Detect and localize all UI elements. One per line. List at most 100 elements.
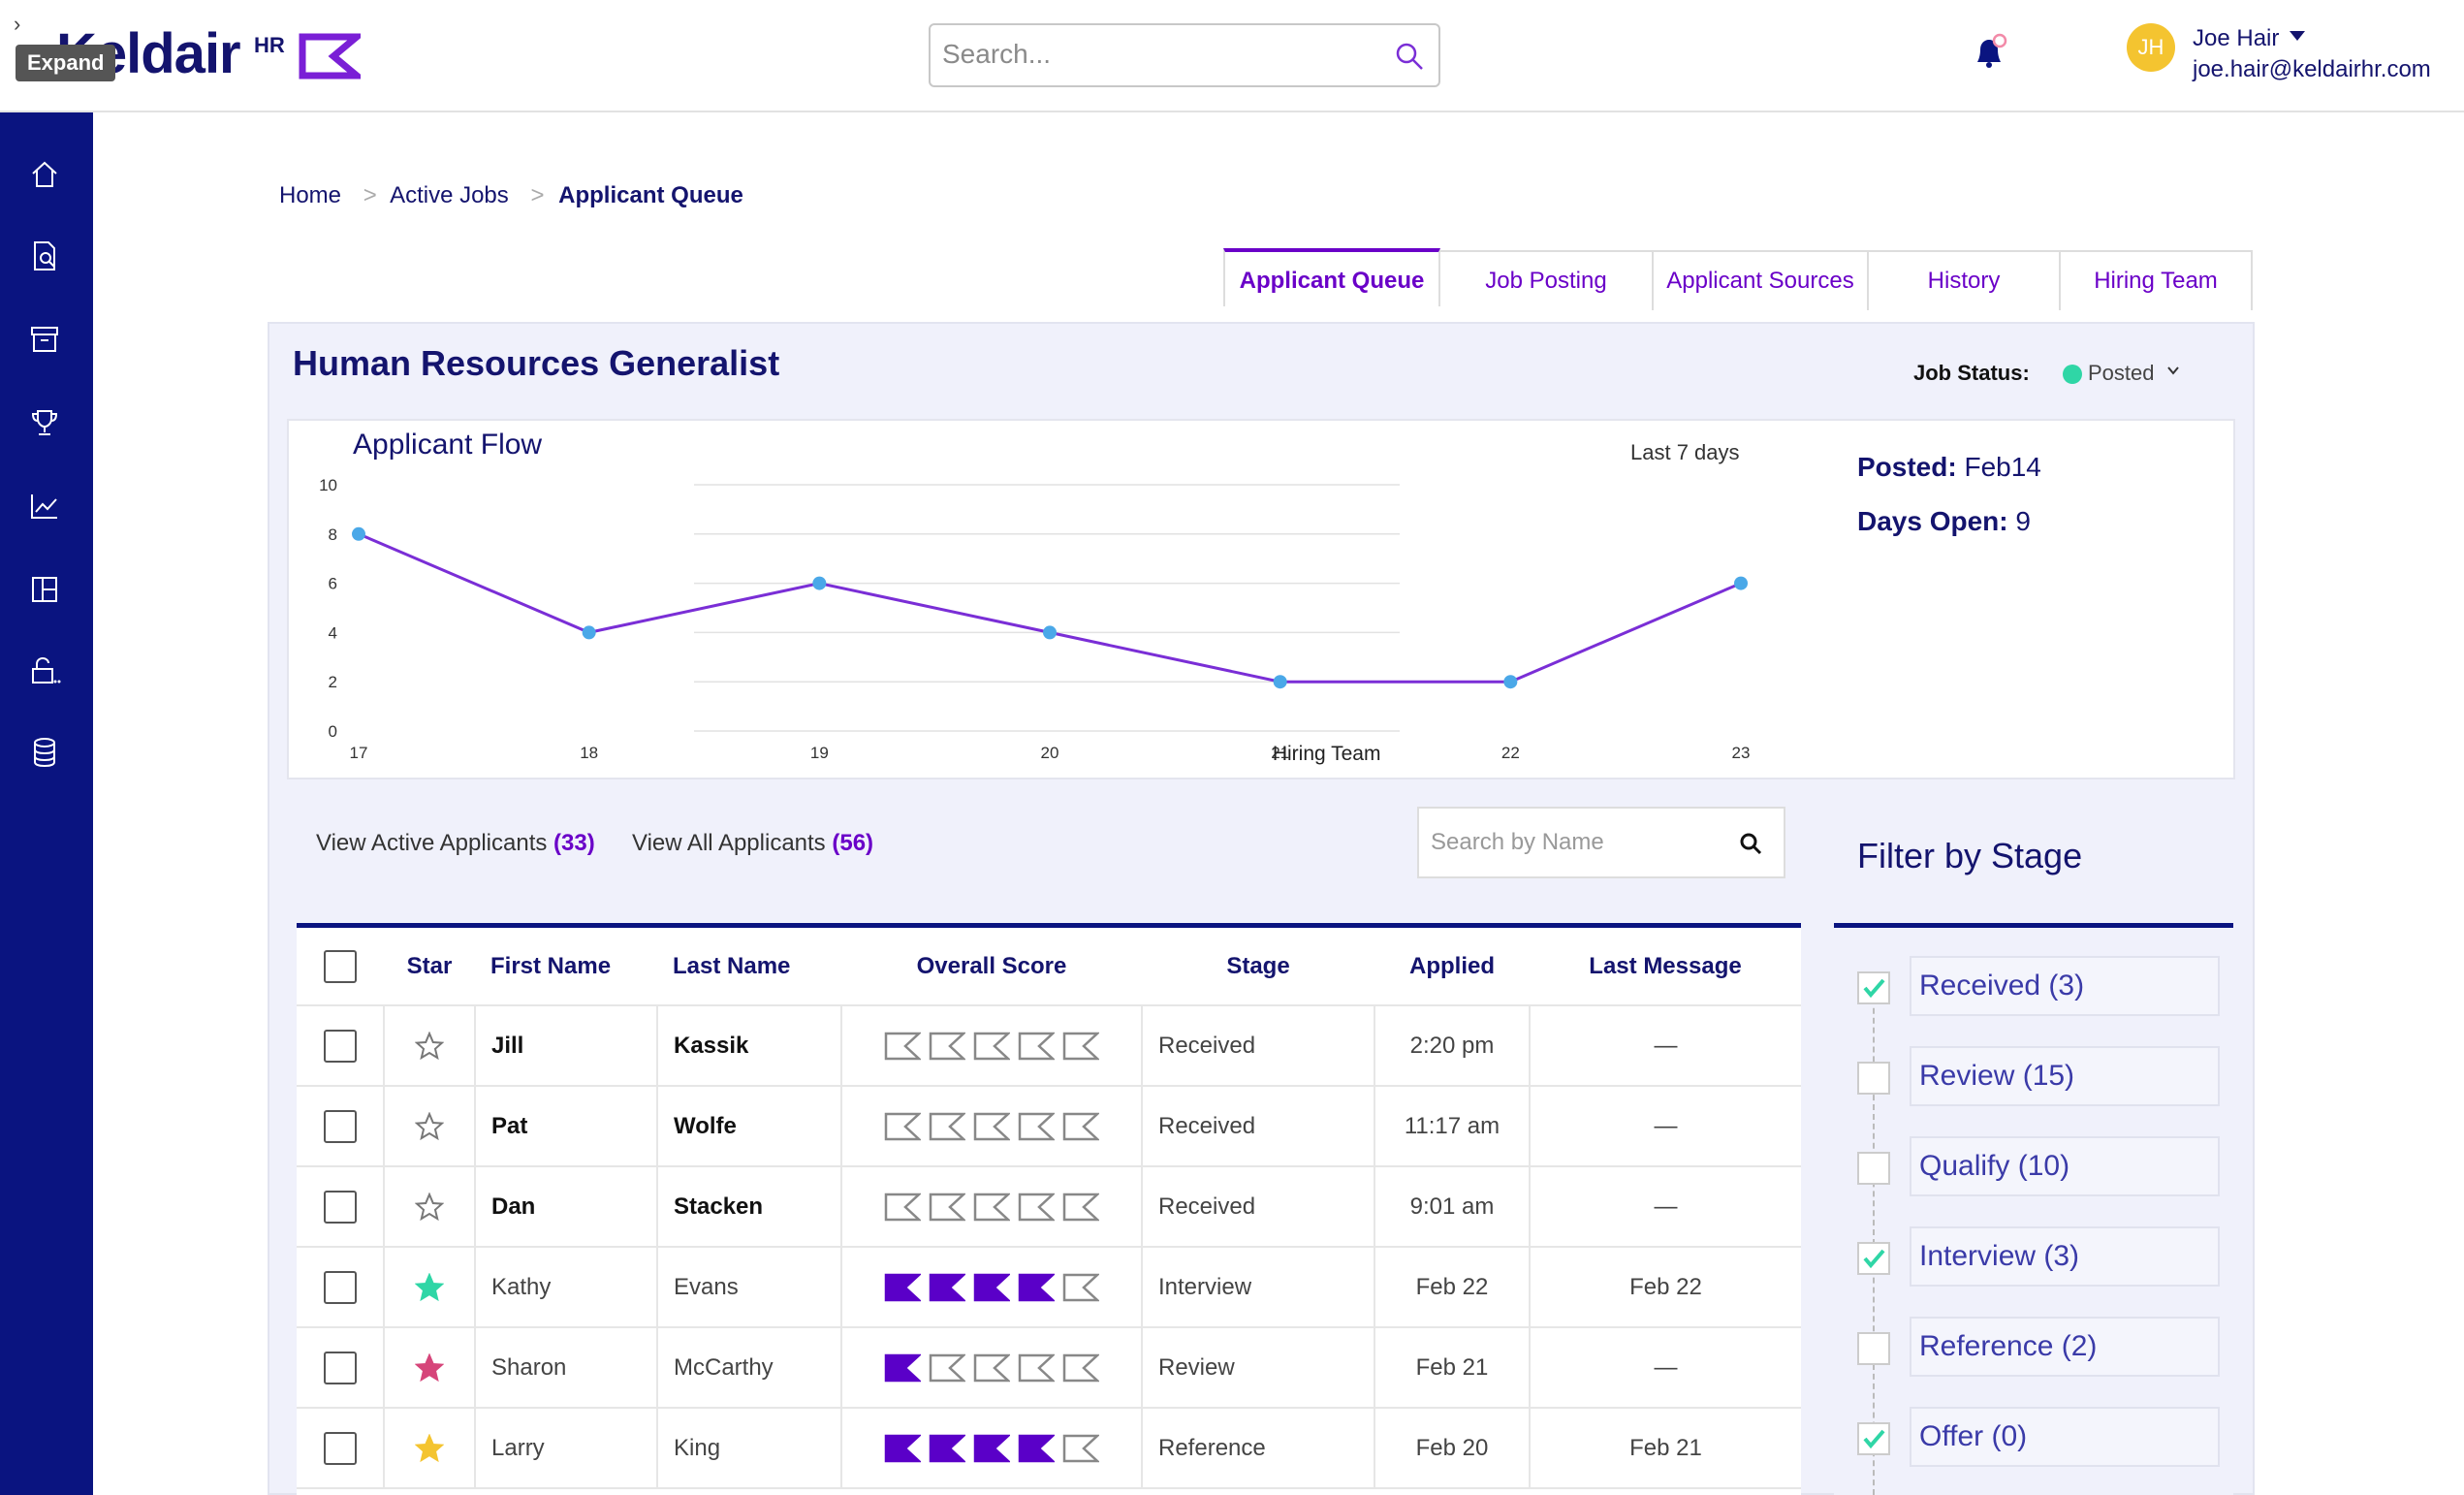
table-row[interactable]: Jill Kassik Received 2:20 pm — (297, 1005, 1801, 1087)
notification-bell-icon[interactable] (1970, 33, 2008, 72)
col-overall-score[interactable]: Overall Score (841, 928, 1142, 1006)
filter-stage-checkbox[interactable] (1857, 1242, 1890, 1275)
tab-applicant-sources[interactable]: Applicant Sources (1654, 252, 1869, 310)
filter-stage-label[interactable]: Received (3) (1910, 956, 2220, 1016)
filter-stage-item[interactable]: Review (15) (1857, 1046, 2220, 1106)
filter-stage-checkbox[interactable] (1857, 1152, 1890, 1185)
avatar[interactable]: JH (2127, 23, 2175, 72)
job-status-dropdown[interactable]: Posted (2088, 361, 2155, 385)
row-checkbox[interactable] (323, 1029, 357, 1063)
search-icon[interactable] (1394, 41, 1425, 72)
global-search[interactable] (929, 23, 1440, 87)
global-search-input[interactable] (931, 25, 1357, 83)
data-point[interactable] (1503, 675, 1518, 689)
star-icon[interactable] (414, 1352, 445, 1383)
data-point[interactable] (582, 625, 596, 640)
name-search-input[interactable] (1419, 809, 1710, 876)
data-point[interactable] (1734, 576, 1748, 590)
last-name-cell[interactable]: King (657, 1408, 842, 1489)
document-search-icon[interactable] (27, 239, 62, 273)
breadcrumb-home[interactable]: Home (279, 182, 342, 208)
first-name-cell[interactable]: Dan (475, 1166, 658, 1248)
table-row[interactable]: Sharon McCarthy Review Feb 21— (297, 1327, 1801, 1409)
filter-stage-label[interactable]: Interview (3) (1910, 1226, 2220, 1287)
filter-stage-item[interactable]: Received (3) (1857, 956, 2220, 1016)
user-name[interactable]: Joe Hair (2193, 25, 2280, 51)
last-name-cell[interactable]: Evans (657, 1247, 842, 1328)
filter-stage-label[interactable]: Offer (0) (1910, 1407, 2220, 1467)
col-star[interactable]: Star (384, 928, 475, 1006)
select-all-cell (297, 928, 384, 1006)
view-active-applicants-link[interactable]: View Active Applicants (33) (316, 830, 595, 857)
first-name-cell[interactable]: Jill (475, 1005, 658, 1087)
col-stage[interactable]: Stage (1142, 928, 1374, 1006)
col-last-message[interactable]: Last Message (1530, 928, 1801, 1006)
row-checkbox[interactable] (323, 1109, 357, 1143)
home-icon[interactable] (27, 157, 62, 192)
first-name-cell[interactable]: Sharon (475, 1327, 658, 1409)
table-row[interactable]: Dan Stacken Received 9:01 am — (297, 1166, 1801, 1248)
data-point[interactable] (812, 576, 827, 590)
tab-applicant-queue[interactable]: Applicant Queue (1223, 248, 1440, 306)
database-icon[interactable] (27, 735, 62, 770)
star-icon[interactable] (414, 1271, 445, 1302)
data-point[interactable] (1043, 625, 1057, 640)
filter-stage-label[interactable]: Qualify (10) (1910, 1136, 2220, 1196)
col-first-name[interactable]: First Name (475, 928, 657, 1006)
data-point[interactable] (1273, 675, 1287, 689)
trophy-icon[interactable] (27, 405, 62, 440)
applied-cell: Feb 21 (1374, 1327, 1531, 1409)
filter-stage-item[interactable]: Offer (0) (1857, 1407, 2220, 1467)
first-name-cell[interactable]: Kathy (475, 1247, 658, 1328)
filter-stage-label[interactable]: Reference (2) (1910, 1317, 2220, 1377)
table-row[interactable]: Larry King Reference Feb 20 Feb 21 (297, 1408, 1801, 1489)
last-name-cell[interactable]: Wolfe (657, 1086, 842, 1167)
tab-history[interactable]: History (1869, 252, 2061, 310)
row-checkbox[interactable] (323, 1270, 357, 1304)
tab-job-posting[interactable]: Job Posting (1440, 252, 1654, 310)
name-search[interactable] (1417, 807, 1785, 878)
breadcrumb-active-jobs[interactable]: Active Jobs (390, 182, 509, 208)
layout-grid-icon[interactable] (27, 572, 62, 607)
last-name-cell[interactable]: Kassik (657, 1005, 842, 1087)
last-name-cell[interactable]: Stacken (657, 1166, 842, 1248)
archive-icon[interactable] (27, 322, 62, 357)
last-name-cell[interactable]: McCarthy (657, 1327, 842, 1409)
star-icon[interactable] (414, 1030, 445, 1061)
filter-stage-item[interactable]: Qualify (10) (1857, 1136, 2220, 1196)
view-all-applicants-link[interactable]: View All Applicants (56) (632, 830, 873, 857)
applicants-table: Star First Name Last Name Overall Score … (297, 923, 1801, 1495)
star-icon[interactable] (414, 1191, 445, 1222)
star-icon[interactable] (414, 1110, 445, 1141)
first-name-cell[interactable]: Pat (475, 1086, 658, 1167)
star-icon[interactable] (414, 1432, 445, 1463)
x-tick-label: 18 (580, 744, 598, 762)
filter-stage-checkbox[interactable] (1857, 1422, 1890, 1455)
select-all-checkbox[interactable] (324, 949, 357, 983)
filter-stage-checkbox[interactable] (1857, 1332, 1890, 1365)
filter-stage-checkbox[interactable] (1857, 1062, 1890, 1095)
first-name-cell[interactable]: Larry (475, 1408, 658, 1489)
lock-open-icon[interactable] (27, 653, 62, 688)
filter-stage-item[interactable]: Reference (2) (1857, 1317, 2220, 1377)
data-point[interactable] (352, 526, 365, 541)
row-checkbox[interactable] (323, 1351, 357, 1384)
col-last-name[interactable]: Last Name (657, 928, 841, 1006)
expand-tooltip: Expand (16, 45, 116, 81)
table-row[interactable]: Kathy Evans Interview Feb 22 Feb 22 (297, 1247, 1801, 1328)
user-menu-caret-icon[interactable] (2290, 31, 2305, 41)
table-row[interactable]: Pat Wolfe Received 11:17 am — (297, 1086, 1801, 1167)
trending-chart-icon[interactable] (27, 489, 62, 524)
tab-hiring-team[interactable]: Hiring Team (2061, 252, 2253, 310)
row-checkbox[interactable] (323, 1190, 357, 1224)
col-applied[interactable]: Applied (1374, 928, 1530, 1006)
applied-cell: 11:17 am (1374, 1086, 1531, 1167)
filter-stage-item[interactable]: Interview (3) (1857, 1226, 2220, 1287)
filter-stage-label[interactable]: Review (15) (1910, 1046, 2220, 1106)
chevron-down-icon[interactable] (2167, 365, 2179, 376)
search-icon[interactable] (1739, 832, 1762, 855)
expand-chevron-icon[interactable]: › (14, 12, 21, 36)
filter-stage-checkbox[interactable] (1857, 971, 1890, 1004)
score-cell (841, 1408, 1143, 1489)
row-checkbox[interactable] (323, 1431, 357, 1465)
